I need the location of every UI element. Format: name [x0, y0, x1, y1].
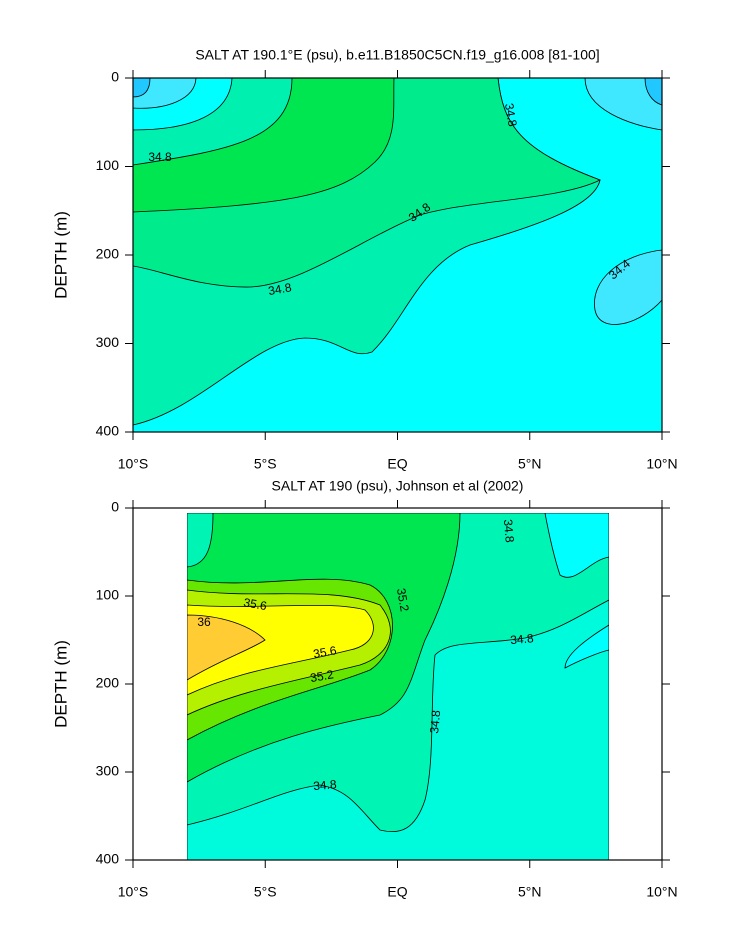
contour-region — [187, 614, 266, 681]
contour-label: 36 — [197, 615, 211, 629]
y-tick-label: 300 — [96, 763, 120, 779]
x-tick-label: EQ — [387, 884, 407, 900]
y-axis-label: DEPTH (m) — [51, 640, 70, 728]
contour-fills — [133, 78, 662, 432]
x-tick-label: 10°N — [646, 456, 677, 472]
contour-label: 35.6 — [312, 643, 338, 661]
y-tick-label: 400 — [96, 423, 120, 439]
x-tick-label: 10°N — [646, 884, 677, 900]
y-tick-label: 0 — [111, 69, 119, 85]
y-tick-label: 100 — [96, 157, 120, 173]
y-tick-label: 200 — [96, 675, 120, 691]
contour-label: 35.2 — [309, 667, 335, 685]
contour-region — [187, 513, 214, 568]
contour-region — [564, 624, 609, 669]
contour-region — [644, 78, 662, 106]
contour-label: 35.6 — [242, 595, 268, 613]
contour-fills — [187, 513, 609, 860]
x-tick-label: 10°S — [118, 456, 149, 472]
chart-title: SALT AT 190 (psu), Johnson et al (2002) — [272, 478, 524, 494]
contour-label: 34.8 — [427, 709, 443, 734]
contour-label: 34.8 — [501, 519, 517, 544]
chart-title: SALT AT 190.1°E (psu), b.e11.B1850C5CN.f… — [195, 47, 599, 63]
y-tick-label: 100 — [96, 587, 120, 603]
contour-label: 34.8 — [148, 150, 172, 164]
contour-region — [544, 513, 609, 578]
y-tick-label: 400 — [96, 851, 120, 867]
contour-region — [594, 249, 662, 325]
contour-label: 34.8 — [510, 631, 535, 647]
x-tick-label: 10°S — [118, 884, 149, 900]
contour-label: 34.8 — [313, 777, 338, 793]
y-axis-label: DEPTH (m) — [51, 211, 70, 299]
x-tick-label: 5°N — [518, 456, 542, 472]
y-tick-label: 200 — [96, 246, 120, 262]
contour-label: 34.8 — [267, 280, 293, 298]
x-tick-label: EQ — [387, 456, 407, 472]
contour-label: 34.8 — [502, 102, 520, 128]
contour-label: 35.2 — [394, 587, 412, 613]
x-tick-label: 5°N — [518, 884, 542, 900]
y-tick-label: 300 — [96, 334, 120, 350]
x-tick-label: 5°S — [254, 456, 277, 472]
x-tick-label: 5°S — [254, 884, 277, 900]
y-tick-label: 0 — [111, 499, 119, 515]
